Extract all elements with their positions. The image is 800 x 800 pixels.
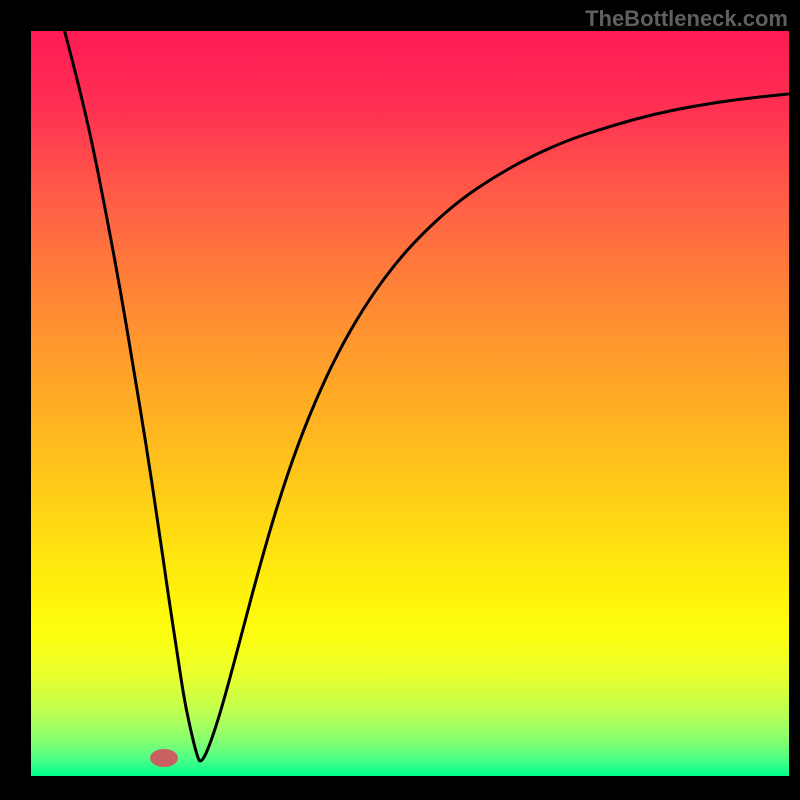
frame-border-right xyxy=(789,0,800,800)
watermark-text: TheBottleneck.com xyxy=(585,6,788,32)
frame-border-bottom xyxy=(0,776,800,800)
plot-gradient-background xyxy=(31,31,789,776)
chart-container: TheBottleneck.com xyxy=(0,0,800,800)
frame-border-left xyxy=(0,0,31,800)
